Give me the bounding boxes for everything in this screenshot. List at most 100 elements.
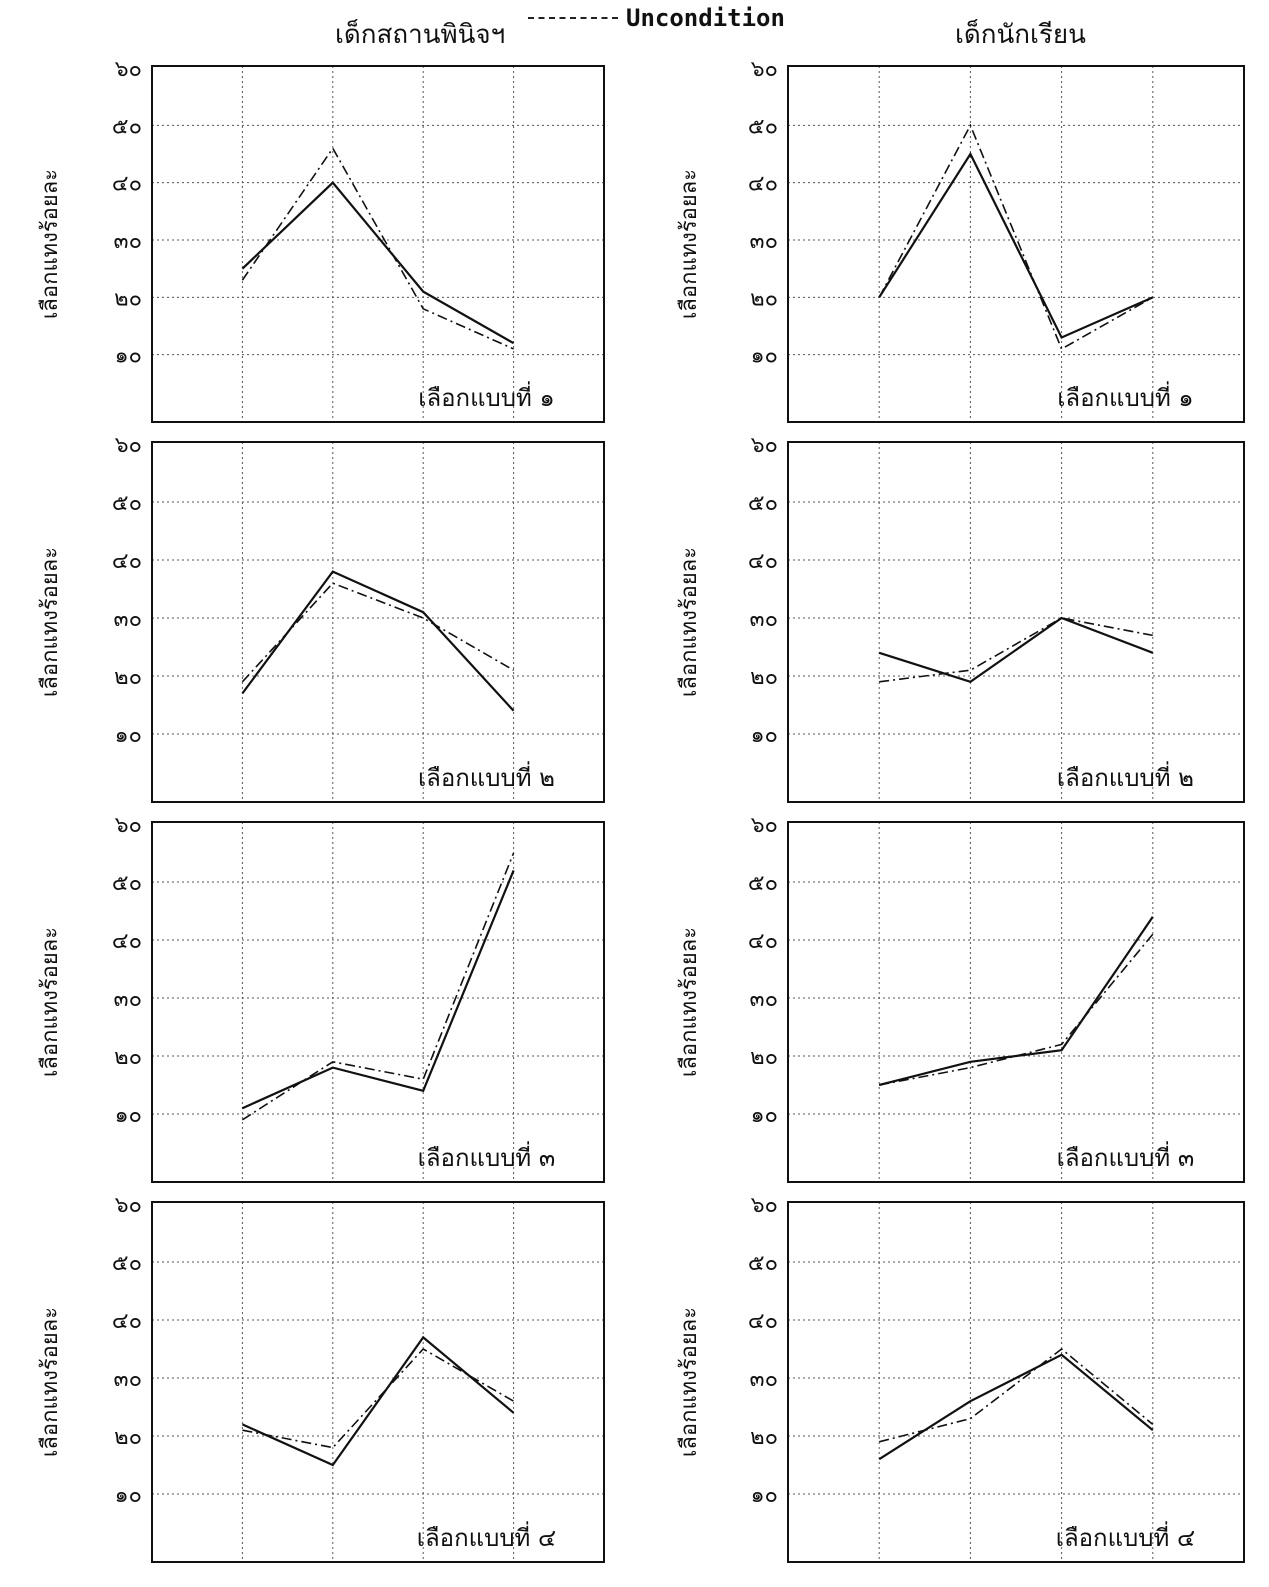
- plot-frame: [787, 1201, 1245, 1563]
- y-tick-label: ๖๐: [751, 1193, 778, 1218]
- panel-title: เลือกแบบที่ ๓: [418, 1141, 556, 1172]
- series-line-uncondition: [241, 852, 515, 1121]
- y-tick-label: ๓๐: [114, 1367, 142, 1392]
- plot-frame: [151, 65, 605, 423]
- y-tick-label: ๖๐: [115, 433, 142, 458]
- series-line-uncondition: [242, 1347, 515, 1449]
- y-axis-label: เลือกแทงร้อยละ: [677, 169, 702, 319]
- y-tick-label: ๓๐: [750, 987, 778, 1012]
- series-line-solid: [241, 869, 515, 1110]
- series-line-solid: [878, 916, 1154, 1087]
- series-line-uncondition: [241, 582, 515, 683]
- y-tick-label: ๑๐: [115, 344, 142, 369]
- y-tick-label: ๔๐: [112, 549, 142, 574]
- y-axis-label: เลือกแทงร้อยละ: [38, 169, 63, 319]
- plot-frame: [787, 441, 1245, 803]
- y-tick-label: ๒๐: [114, 1425, 142, 1450]
- y-tick-label: ๕๐: [748, 871, 778, 896]
- y-tick-label: ๒๐: [114, 665, 142, 690]
- plot-frame: [787, 65, 1245, 423]
- y-tick-label: ๓๐: [750, 607, 778, 632]
- y-tick-label: ๑๐: [115, 1483, 142, 1508]
- y-tick-label: ๔๐: [748, 172, 778, 197]
- y-tick-label: ๕๐: [112, 1251, 142, 1276]
- series-line-uncondition: [879, 1347, 1154, 1443]
- legend: Uncondition: [528, 4, 785, 32]
- y-tick-label: ๔๐: [748, 929, 778, 954]
- y-tick-label: ๔๐: [112, 172, 142, 197]
- y-tick-label: ๖๐: [751, 57, 778, 82]
- right-column-title: เด็กนักเรียน: [955, 20, 1086, 50]
- panel-title: เลือกแบบที่ ๔: [1056, 1521, 1195, 1552]
- series-line-uncondition: [879, 933, 1154, 1086]
- y-tick-label: ๕๐: [112, 114, 142, 139]
- y-tick-label: ๓๐: [114, 607, 142, 632]
- y-tick-label: ๑๐: [751, 1483, 778, 1508]
- y-tick-label: ๒๐: [750, 286, 778, 311]
- y-axis-label: เลือกแทงร้อยละ: [677, 1307, 702, 1457]
- y-tick-label: ๓๐: [750, 1367, 778, 1392]
- y-tick-label: ๔๐: [748, 1309, 778, 1334]
- y-tick-label: ๑๐: [751, 344, 778, 369]
- left-column-title: เด็กสถานพินิจฯ: [335, 20, 506, 50]
- y-tick-label: ๑๐: [751, 723, 778, 748]
- y-tick-label: ๓๐: [114, 229, 142, 254]
- y-tick-label: ๓๐: [750, 229, 778, 254]
- y-tick-label: ๔๐: [112, 929, 142, 954]
- y-tick-label: ๒๐: [750, 1045, 778, 1070]
- y-axis-label: เลือกแทงร้อยละ: [677, 927, 702, 1077]
- panel-title: เลือกแบบที่ ๔: [417, 1521, 556, 1552]
- y-tick-label: ๕๐: [748, 1251, 778, 1276]
- y-tick-label: ๒๐: [750, 1425, 778, 1450]
- y-tick-label: ๒๐: [114, 286, 142, 311]
- series-line-solid: [241, 1335, 515, 1467]
- legend-label: Uncondition: [626, 4, 785, 32]
- y-tick-label: ๖๐: [751, 813, 778, 838]
- y-tick-label: ๕๐: [112, 491, 142, 516]
- y-tick-label: ๕๐: [748, 491, 778, 516]
- y-axis-label: เลือกแทงร้อยละ: [38, 927, 63, 1077]
- panel-title: เลือกแบบที่ ๒: [418, 761, 555, 792]
- panel-title: เลือกแบบที่ ๑: [418, 381, 554, 412]
- panel-title: เลือกแบบที่ ๓: [1057, 1141, 1195, 1172]
- y-tick-label: ๑๐: [115, 723, 142, 748]
- y-tick-label: ๖๐: [751, 433, 778, 458]
- y-tick-label: ๒๐: [750, 665, 778, 690]
- series-line-uncondition: [879, 617, 1153, 683]
- y-tick-label: ๖๐: [115, 1193, 142, 1218]
- y-tick-label: ๖๐: [115, 57, 142, 82]
- series-line-solid: [878, 1353, 1154, 1461]
- y-tick-label: ๔๐: [748, 549, 778, 574]
- plot-frame: [151, 821, 605, 1183]
- y-axis-label: เลือกแทงร้อยละ: [38, 547, 63, 697]
- y-tick-label: ๑๐: [751, 1103, 778, 1128]
- y-axis-label: เลือกแทงร้อยละ: [677, 547, 702, 697]
- y-tick-label: ๖๐: [115, 813, 142, 838]
- plot-frame: [151, 441, 605, 803]
- legend-line-swatch: [528, 17, 618, 19]
- plot-frame: [787, 821, 1245, 1183]
- y-tick-label: ๕๐: [112, 871, 142, 896]
- series-line-solid: [241, 181, 515, 345]
- series-line-solid: [878, 616, 1154, 684]
- y-tick-label: ๔๐: [112, 1309, 142, 1334]
- series-line-solid: [241, 570, 515, 712]
- series-line-uncondition: [878, 123, 1154, 351]
- panel-title: เลือกแบบที่ ๑: [1057, 381, 1193, 412]
- panel-title: เลือกแบบที่ ๒: [1057, 761, 1194, 792]
- y-tick-label: ๓๐: [114, 987, 142, 1012]
- y-tick-label: ๕๐: [748, 114, 778, 139]
- y-tick-label: ๑๐: [115, 1103, 142, 1128]
- series-line-solid: [878, 151, 1154, 339]
- plot-frame: [151, 1201, 605, 1563]
